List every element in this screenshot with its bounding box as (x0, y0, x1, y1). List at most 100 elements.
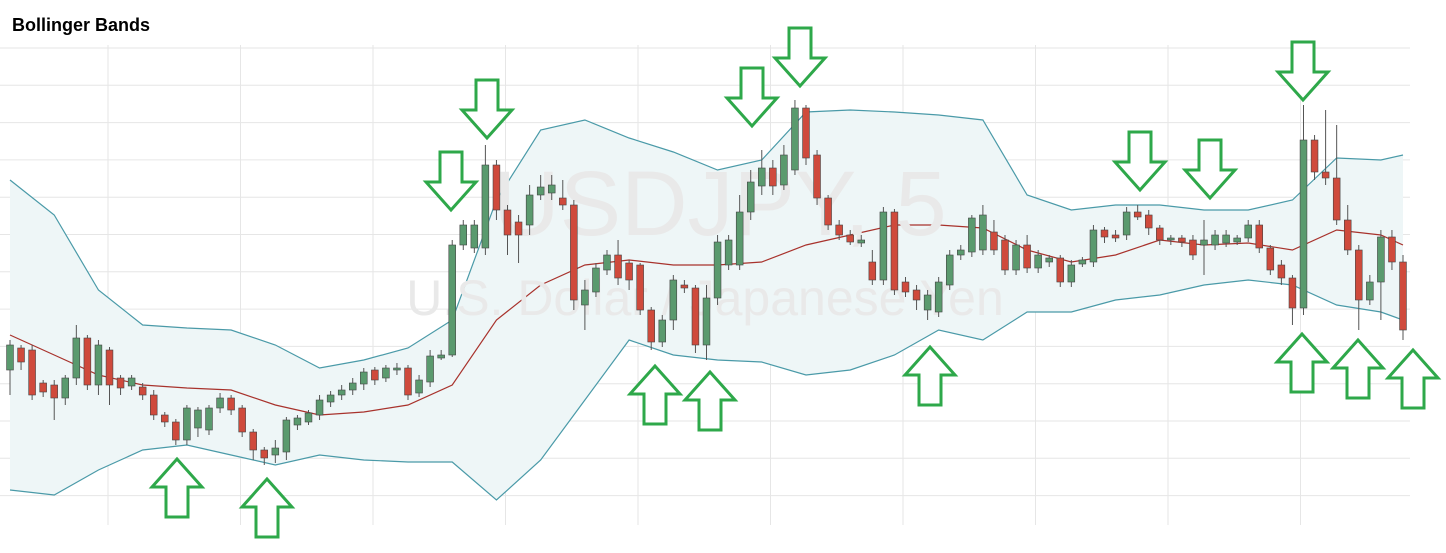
candle-body (260, 449, 269, 459)
candle-body (216, 397, 224, 409)
candle-body (758, 167, 766, 187)
candle-body (227, 397, 235, 411)
candle-body (945, 254, 954, 286)
candle-body (724, 239, 733, 266)
candle-body (813, 154, 821, 199)
candle-body (183, 407, 191, 441)
arrow-up (148, 456, 206, 519)
candle-body (1034, 254, 1042, 269)
band-line (9, 109, 1404, 369)
candle-body (570, 204, 578, 301)
candle-body (957, 249, 965, 256)
candle-body (404, 367, 412, 396)
candle-body (1355, 249, 1363, 301)
candle-body (127, 377, 136, 387)
arrow-up (901, 344, 959, 407)
candle-body (514, 221, 523, 236)
candle-body (72, 337, 81, 379)
watermark: USDJPY, 5 (493, 153, 946, 255)
arrows (148, 26, 1442, 539)
candle-body (879, 211, 888, 281)
candle-body (824, 197, 832, 226)
candle-body (1388, 236, 1396, 263)
candle-body (470, 224, 479, 249)
candle-body (1366, 281, 1374, 301)
arrow-up (681, 369, 739, 432)
candle-body (1222, 234, 1230, 244)
candle-body (382, 367, 390, 379)
candle-body (415, 379, 423, 394)
candle-body (536, 186, 545, 196)
candle-body (437, 354, 445, 359)
candle-body (1343, 219, 1352, 251)
candle-body (1399, 261, 1407, 331)
candle-body (1277, 264, 1286, 279)
candle-body (50, 384, 58, 399)
candle-body (581, 289, 589, 306)
candle-body (923, 294, 932, 311)
candle-body (614, 254, 622, 279)
candle-body (669, 279, 678, 321)
candle-body (559, 197, 567, 206)
candles (6, 100, 1407, 465)
candle-body (968, 217, 976, 253)
candle-body (315, 399, 324, 416)
candle-body (1089, 229, 1098, 263)
candle-body (780, 154, 788, 186)
candle-body (39, 382, 47, 393)
candle-body (348, 382, 357, 391)
candle-body (393, 367, 401, 371)
arrow-down (1181, 138, 1239, 201)
candle-body (138, 386, 147, 396)
candle-body (1377, 236, 1385, 283)
arrow-up (1273, 331, 1331, 394)
candle-body (1200, 239, 1208, 246)
candle-body (271, 447, 280, 456)
candle-body (1045, 257, 1053, 263)
candle-body (1189, 239, 1197, 256)
band-line (9, 279, 1404, 501)
candle-body (746, 181, 755, 213)
candle-body (1156, 227, 1164, 241)
arrow-down (1274, 40, 1332, 103)
candle-body (1078, 259, 1087, 265)
candle-body (901, 281, 910, 293)
candle-body (6, 344, 14, 371)
candle-body (17, 347, 25, 363)
candle-body (680, 284, 689, 289)
candle-body (1100, 229, 1109, 238)
candle-body (1332, 177, 1341, 221)
arrow-down (723, 66, 781, 129)
candle-body (979, 214, 987, 251)
candle-body (426, 355, 434, 383)
candle-body (293, 417, 302, 426)
candle-body (360, 371, 368, 385)
candle-body (205, 407, 213, 431)
arrow-down (422, 150, 480, 213)
arrow-up (626, 363, 684, 426)
candle-body (1178, 237, 1186, 243)
chart-title: Bollinger Bands (12, 15, 150, 35)
candle-body (238, 407, 246, 433)
candle-body (94, 344, 103, 386)
candle-body (868, 261, 877, 281)
candle-body (105, 349, 114, 386)
candle-body (1266, 247, 1275, 271)
candle-body (1144, 214, 1153, 229)
candle-body (691, 287, 700, 346)
arrow-up (1329, 337, 1387, 400)
arrow-up (238, 476, 296, 539)
candle-body (1233, 237, 1241, 243)
candle-body (492, 164, 501, 211)
candle-body (1001, 239, 1009, 271)
candle-body (28, 349, 36, 396)
arrow-up (1384, 347, 1442, 410)
candle-body (1167, 237, 1175, 241)
candle-body (371, 369, 379, 381)
candle-body (735, 211, 744, 266)
candle-body (846, 234, 854, 243)
candle-body (791, 107, 799, 171)
candle-body (1211, 234, 1219, 246)
